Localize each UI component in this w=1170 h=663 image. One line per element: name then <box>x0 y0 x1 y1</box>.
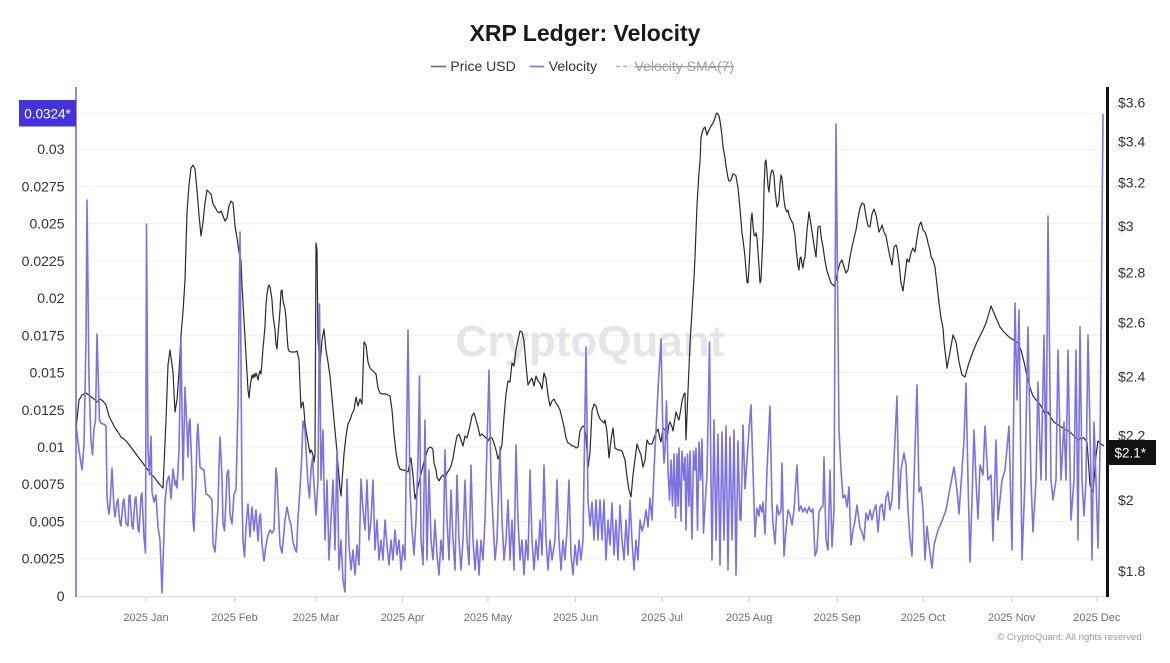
svg-text:CryptoQuant: CryptoQuant <box>456 317 725 366</box>
svg-text:$3: $3 <box>1118 218 1134 234</box>
svg-text:2025 Nov: 2025 Nov <box>988 612 1036 624</box>
svg-text:2025 Oct: 2025 Oct <box>901 612 946 624</box>
svg-text:0.0075: 0.0075 <box>22 476 65 492</box>
svg-text:$3.4: $3.4 <box>1118 133 1145 149</box>
svg-text:2025 Aug: 2025 Aug <box>726 612 773 624</box>
svg-text:$1.8: $1.8 <box>1118 563 1145 579</box>
svg-text:$2.4: $2.4 <box>1118 369 1145 385</box>
svg-text:0.005: 0.005 <box>29 514 64 530</box>
svg-text:0.015: 0.015 <box>29 365 64 381</box>
svg-text:Velocity SMA(7): Velocity SMA(7) <box>635 58 735 74</box>
svg-text:0: 0 <box>57 588 65 604</box>
svg-text:$2.8: $2.8 <box>1118 265 1145 281</box>
svg-text:Price USD: Price USD <box>450 58 515 74</box>
svg-text:Velocity: Velocity <box>549 58 597 74</box>
svg-text:$2.6: $2.6 <box>1118 315 1145 331</box>
svg-text:$2.2: $2.2 <box>1118 428 1145 444</box>
svg-text:0.0125: 0.0125 <box>22 402 65 418</box>
svg-text:0.0175: 0.0175 <box>22 327 65 343</box>
svg-text:2025 Jun: 2025 Jun <box>553 612 598 624</box>
svg-text:2025 Sep: 2025 Sep <box>814 612 861 624</box>
svg-text:2025 Dec: 2025 Dec <box>1073 612 1121 624</box>
svg-text:0.0275: 0.0275 <box>22 178 65 194</box>
svg-text:0.025: 0.025 <box>29 216 64 232</box>
svg-text:0.0324*: 0.0324* <box>24 107 71 122</box>
svg-text:2025 Jan: 2025 Jan <box>123 612 168 624</box>
svg-text:0.03: 0.03 <box>37 141 64 157</box>
svg-text:2025 Feb: 2025 Feb <box>211 612 257 624</box>
svg-text:2025 May: 2025 May <box>464 612 513 624</box>
svg-text:$3.6: $3.6 <box>1118 95 1145 111</box>
svg-text:0.0025: 0.0025 <box>22 551 65 567</box>
svg-text:0.02: 0.02 <box>37 290 64 306</box>
svg-text:© CryptoQuant. All rights rese: © CryptoQuant. All rights reserved <box>997 632 1141 643</box>
svg-text:XRP Ledger: Velocity: XRP Ledger: Velocity <box>470 20 701 46</box>
svg-text:2025 Mar: 2025 Mar <box>293 612 340 624</box>
svg-text:$3.2: $3.2 <box>1118 174 1145 190</box>
svg-text:$2.1*: $2.1* <box>1115 446 1147 461</box>
svg-text:$2: $2 <box>1118 492 1134 508</box>
svg-text:2025 Apr: 2025 Apr <box>381 612 425 624</box>
svg-text:2025 Jul: 2025 Jul <box>641 612 683 624</box>
svg-text:0.01: 0.01 <box>37 439 64 455</box>
svg-text:0.0225: 0.0225 <box>22 253 65 269</box>
